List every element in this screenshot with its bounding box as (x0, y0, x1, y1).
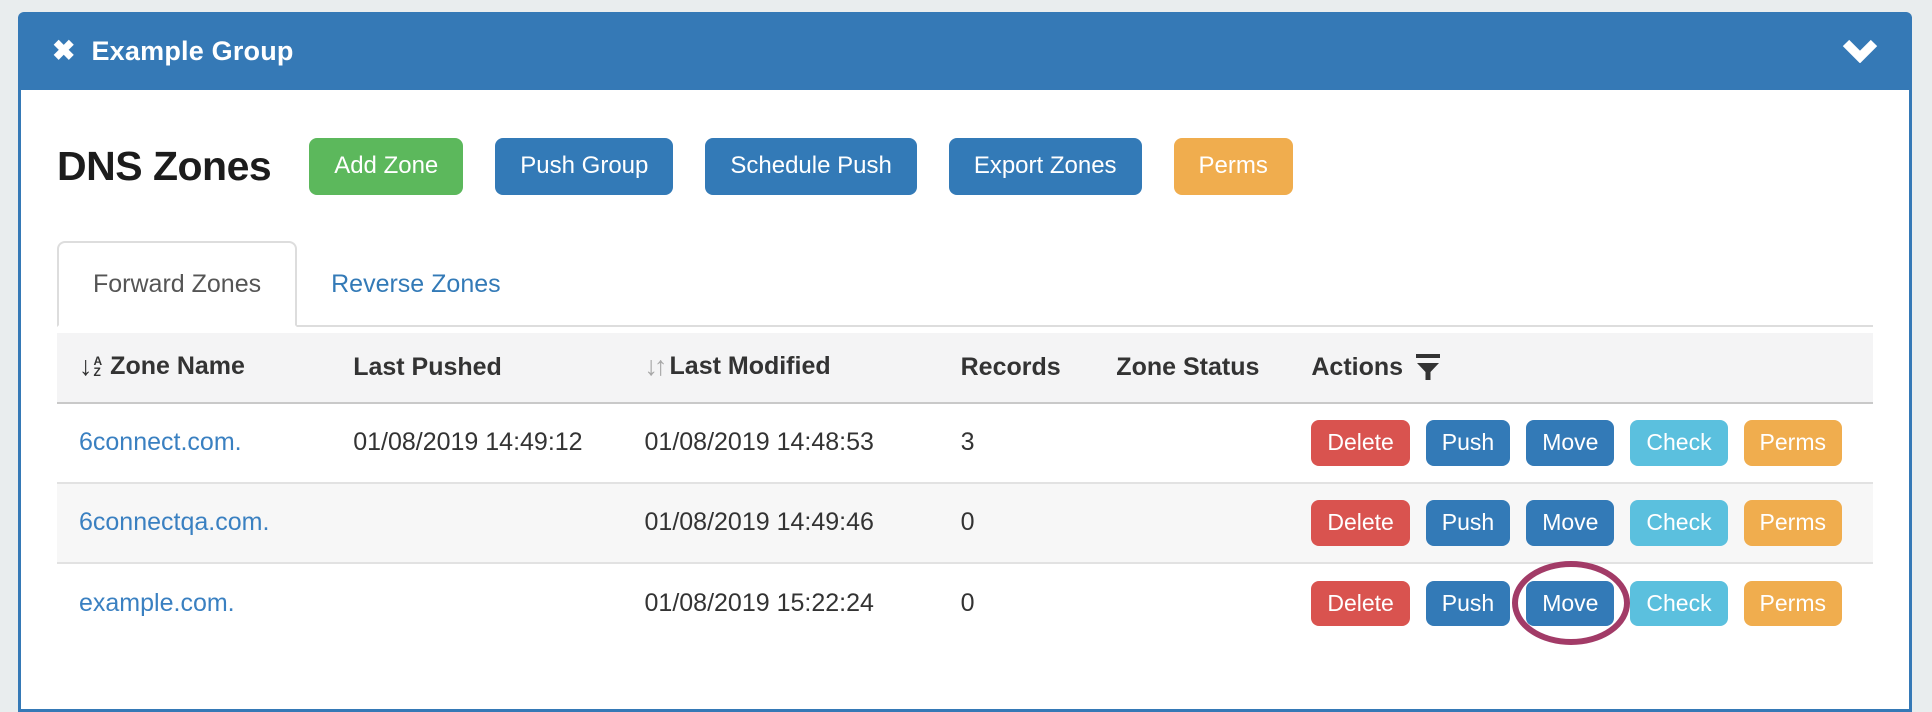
screen: ✖ Example Group DNS Zones Add Zone Push … (18, 12, 1912, 712)
delete-button[interactable]: Delete (1311, 500, 1410, 546)
table-header-row: ↓ A Z Zone Name Last Pushed (57, 332, 1873, 404)
perms-button[interactable]: Perms (1743, 420, 1842, 466)
zone-link[interactable]: example.com. (79, 588, 235, 617)
chevron-down-icon[interactable] (1842, 39, 1878, 63)
zone-status-value (1094, 403, 1289, 483)
last-pushed-value (331, 481, 623, 563)
zone-link[interactable]: 6connectqa.com. (79, 508, 270, 537)
column-header-zone-name[interactable]: ↓ A Z Zone Name (57, 332, 332, 404)
table-row-example: example.com. 01/08/2019 15:22:24 0 Delet… (57, 561, 1873, 646)
group-title: Example Group (91, 35, 294, 66)
zone-link[interactable]: 6connect.com. (79, 428, 242, 457)
last-pushed-value (331, 561, 623, 643)
records-value: 3 (960, 428, 975, 457)
delete-button[interactable]: Delete (1311, 420, 1410, 466)
last-modified-value: 01/08/2019 15:22:24 (622, 561, 939, 643)
sort-both-icon: ↓↑ (644, 351, 668, 382)
actions-cell: Delete Push Move Check Perms (1289, 403, 1873, 483)
last-modified-value: 01/08/2019 14:49:46 (622, 481, 939, 563)
perms-button[interactable]: Perms (1743, 500, 1842, 546)
group-panel-header: ✖ Example Group (18, 12, 1912, 90)
check-button[interactable]: Check (1630, 420, 1728, 466)
tab-forward-zones[interactable]: Forward Zones (57, 240, 298, 327)
check-button[interactable]: Check (1630, 500, 1728, 546)
last-modified-value: 01/08/2019 14:48:53 (644, 428, 874, 457)
schedule-push-button[interactable]: Schedule Push (705, 138, 917, 195)
column-header-last-modified[interactable]: ↓↑ Last Modified (622, 332, 939, 404)
records-value: 0 (938, 561, 1095, 643)
filter-icon[interactable] (1415, 353, 1441, 381)
move-button-circled[interactable]: Move (1526, 580, 1615, 627)
push-button[interactable]: Push (1425, 420, 1511, 466)
column-header-records: Records (938, 332, 1095, 404)
zone-status-value (1094, 561, 1290, 643)
column-header-zone-status: Zone Status (1094, 332, 1290, 404)
records-value: 0 (938, 481, 1095, 563)
last-pushed-value: 01/08/2019 14:49:12 (353, 428, 583, 457)
zone-tabs: Forward Zones Reverse Zones (57, 240, 1873, 327)
move-button-highlight-wrap: Move (1511, 561, 1630, 646)
actions-cell: Delete Push Move Check Perms (1289, 561, 1873, 646)
close-icon[interactable]: ✖ (52, 35, 76, 66)
perms-button[interactable]: Perms (1743, 580, 1842, 627)
push-button[interactable]: Push (1425, 580, 1511, 627)
perms-button[interactable]: Perms (1173, 138, 1293, 195)
add-zone-button[interactable]: Add Zone (309, 138, 464, 195)
export-zones-button[interactable]: Export Zones (948, 138, 1142, 195)
title-row: DNS Zones Add Zone Push Group Schedule P… (57, 138, 1873, 195)
actions-cell: Delete Push Move Check Perms (1289, 481, 1873, 563)
zones-table: ↓ A Z Zone Name Last Pushed (57, 332, 1873, 646)
column-header-actions: Actions (1289, 332, 1873, 404)
dns-group-panel: ✖ Example Group DNS Zones Add Zone Push … (18, 12, 1912, 712)
move-button[interactable]: Move (1526, 420, 1615, 466)
delete-button[interactable]: Delete (1311, 580, 1410, 627)
table-row-6connect: 6connect.com. 01/08/2019 14:49:12 01/08/… (57, 403, 1873, 483)
push-button[interactable]: Push (1425, 500, 1511, 546)
sort-alpha-icon: ↓ A Z (79, 351, 103, 382)
column-header-last-pushed: Last Pushed (331, 332, 623, 404)
push-group-button[interactable]: Push Group (495, 138, 674, 195)
zone-status-value (1094, 481, 1290, 563)
move-button[interactable]: Move (1526, 500, 1615, 546)
table-row-6connectqa: 6connectqa.com. 01/08/2019 14:49:46 0 De… (57, 481, 1873, 563)
check-button[interactable]: Check (1630, 580, 1728, 627)
page-title: DNS Zones (57, 142, 272, 189)
group-panel-body: DNS Zones Add Zone Push Group Schedule P… (21, 90, 1909, 646)
tab-reverse-zones[interactable]: Reverse Zones (331, 269, 501, 298)
